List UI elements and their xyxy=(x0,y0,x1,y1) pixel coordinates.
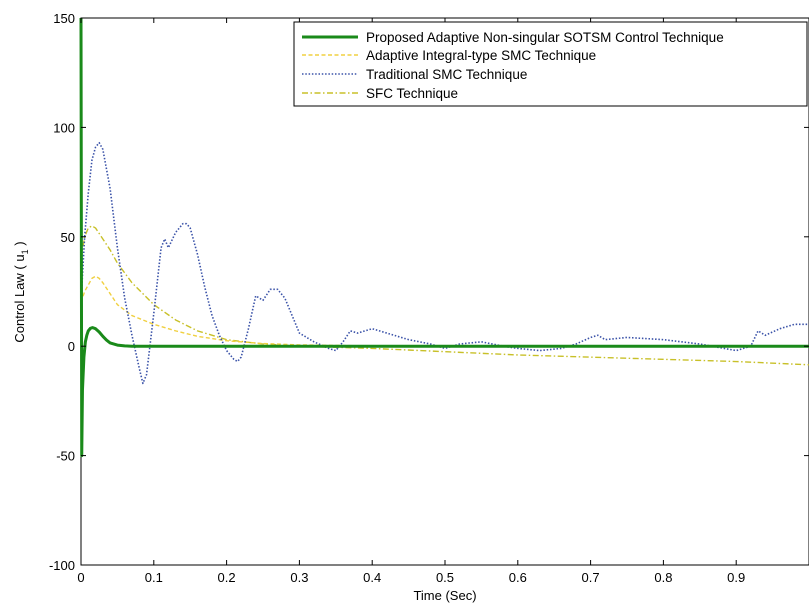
y-axis-title: Control Law ( u1 ) xyxy=(12,241,30,342)
y-tick-label: 0 xyxy=(68,339,75,354)
legend-label-sfc: SFC Technique xyxy=(366,86,458,101)
plot-frame xyxy=(80,17,809,566)
series-line-1 xyxy=(80,275,809,347)
x-tick-label: 0.2 xyxy=(218,570,236,585)
x-tick-label: 0.5 xyxy=(436,570,454,585)
x-tick-label: 0.4 xyxy=(363,570,381,585)
y-axis-title-main: Control Law ( u xyxy=(12,254,27,342)
y-tick-label: 50 xyxy=(61,230,75,245)
y-tick-label: 150 xyxy=(53,11,75,26)
y-tick-label: -100 xyxy=(49,558,75,573)
series-line-3 xyxy=(80,225,809,366)
y-tick-label: 100 xyxy=(53,120,75,135)
series-layer xyxy=(79,17,809,458)
x-tick-label: 0.8 xyxy=(654,570,672,585)
legend-label-adaptive-integral: Adaptive Integral-type SMC Technique xyxy=(366,48,596,63)
x-tick-label: 0.7 xyxy=(582,570,600,585)
y-axis-title-subscript: 1 xyxy=(20,249,30,254)
legend-box xyxy=(293,21,808,107)
legend: Proposed Adaptive Non-singular SOTSM Con… xyxy=(293,21,808,107)
x-tick-label: 0.3 xyxy=(290,570,308,585)
series-line-0 xyxy=(79,17,809,458)
tick-layer: 0 0.1 0.2 0.3 0.4 0.5 0.6 0.7 0.8 0.9 -100 -50 0 50 10… xyxy=(49,11,809,585)
series-line-2 xyxy=(80,141,809,385)
x-tick-label: 0 xyxy=(77,570,84,585)
x-tick-label: 0.1 xyxy=(145,570,163,585)
y-axis-title-end: ) xyxy=(12,241,27,249)
y-tick-label: -50 xyxy=(56,449,75,464)
legend-label-traditional-smc: Traditional SMC Technique xyxy=(366,67,527,82)
x-axis-title: Time (Sec) xyxy=(413,588,476,603)
x-tick-label: 0.6 xyxy=(509,570,527,585)
x-tick-label: 0.9 xyxy=(727,570,745,585)
legend-label-proposed: Proposed Adaptive Non-singular SOTSM Con… xyxy=(366,30,724,45)
